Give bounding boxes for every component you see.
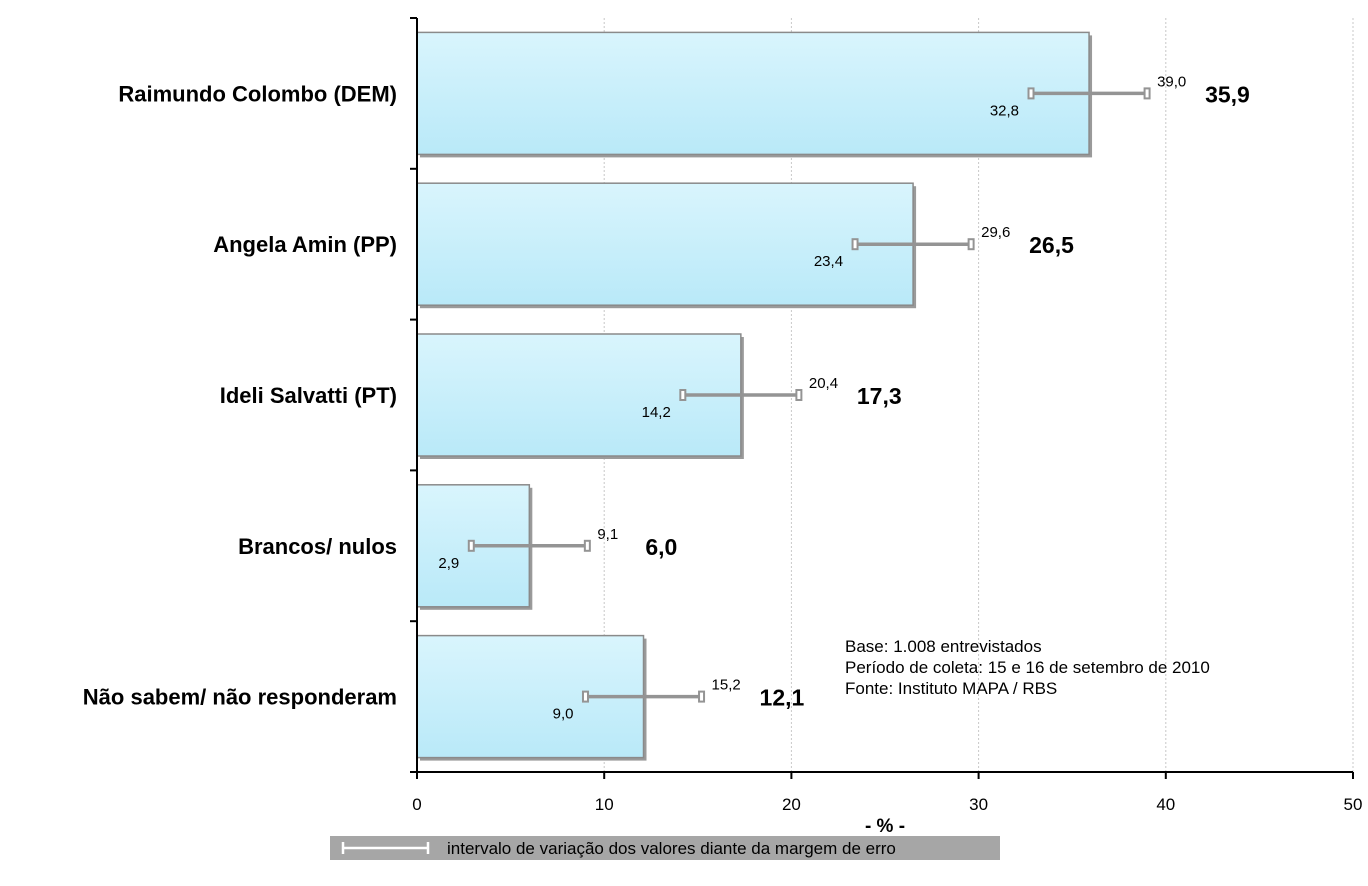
legend: intervalo de variação dos valores diante…	[330, 836, 1000, 860]
note-line: Fonte: Instituto MAPA / RBS	[845, 679, 1057, 698]
error-cap-high	[795, 389, 803, 401]
axes: 0 10 20 30 40 50 - % -	[410, 17, 1363, 837]
error-low-label: 9,0	[553, 706, 574, 723]
error-cap-low	[1027, 87, 1035, 100]
bars	[416, 31, 1093, 761]
value-label: 35,9	[1205, 81, 1250, 107]
value-label: 12,1	[760, 685, 805, 711]
error-cap-high	[1143, 87, 1151, 100]
error-cap-low	[467, 539, 475, 552]
error-cap-high	[583, 539, 591, 552]
x-tick-label: 30	[969, 795, 988, 814]
error-low-label: 32,8	[990, 102, 1019, 119]
bar	[416, 182, 914, 306]
bar	[416, 31, 1090, 156]
labels: 32,8 39,0 35,9 Raimundo Colombo (DEM) 23,4 29…	[83, 73, 1250, 722]
value-label: 26,5	[1029, 232, 1074, 258]
error-cap-low	[851, 238, 859, 251]
note-line: Período de coleta: 15 e 16 de setembro d…	[845, 658, 1210, 677]
x-tick-label: 20	[782, 795, 801, 814]
category-label: Raimundo Colombo (DEM)	[118, 81, 397, 106]
error-cap-high	[698, 690, 706, 703]
x-tick-label: 0	[412, 795, 421, 814]
note-line: Base: 1.008 entrevistados	[845, 637, 1042, 656]
category-label: Não sabem/ não responderam	[83, 685, 397, 710]
value-label: 17,3	[857, 383, 902, 409]
x-tick-label: 40	[1156, 795, 1175, 814]
category-label: Ideli Salvatti (PT)	[220, 383, 397, 408]
error-low-label: 23,4	[814, 253, 843, 270]
error-bars	[467, 87, 1151, 703]
error-high-label: 15,2	[712, 677, 741, 694]
error-cap-low	[581, 690, 589, 703]
error-high-label: 9,1	[597, 526, 618, 543]
x-tick-label: 10	[595, 795, 614, 814]
error-cap-low	[679, 389, 687, 401]
error-low-label: 2,9	[438, 555, 459, 572]
error-cap-high	[967, 238, 975, 251]
legend-label: intervalo de variação dos valores diante…	[447, 839, 896, 858]
error-high-label: 29,6	[981, 224, 1010, 241]
error-low-label: 14,2	[642, 404, 671, 421]
x-axis-title: - % -	[865, 816, 905, 837]
legend-box	[330, 836, 1000, 860]
notes: Base: 1.008 entrevistados Período de cole…	[845, 637, 1210, 698]
error-high-label: 39,0	[1157, 73, 1186, 90]
category-label: Brancos/ nulos	[238, 534, 397, 559]
value-label: 6,0	[645, 534, 677, 560]
category-label: Angela Amin (PP)	[213, 232, 397, 257]
error-high-label: 20,4	[809, 375, 838, 392]
x-tick-label: 50	[1344, 795, 1363, 814]
